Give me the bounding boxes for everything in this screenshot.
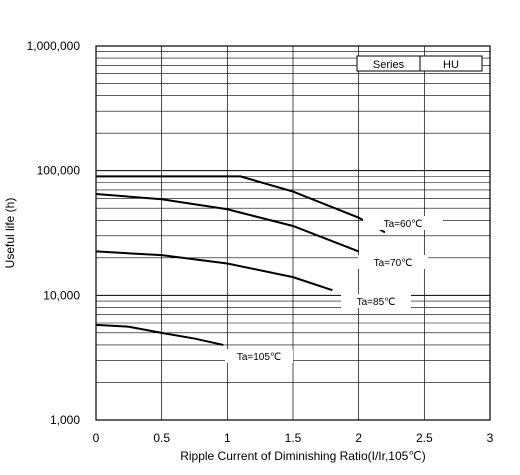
x-axis-label: Ripple Current of Diminishing Ratio(I/Ir…: [180, 449, 426, 463]
series-labels: Ta=60℃ Ta=70℃ Ta=85℃ Ta=105℃: [225, 216, 443, 363]
x-tick-label: 3: [487, 431, 494, 445]
series-label: Ta=105℃: [237, 352, 281, 363]
y-tick-label: 100,000: [37, 164, 81, 178]
series-label-bg: [225, 349, 293, 363]
plot-frame: [95, 45, 491, 421]
series-label-bg: [363, 216, 443, 230]
grid-lines: [96, 46, 490, 420]
series-line: [95, 250, 333, 292]
x-tick-label: 0: [93, 431, 100, 445]
y-tick-label: 1,000,000: [27, 39, 81, 53]
x-tick-labels: 0 0.5 1 1.5 2 2.5 3: [93, 431, 494, 445]
x-tick-label: 1: [224, 431, 231, 445]
legend-series-label: Series: [373, 59, 405, 71]
series-line: [95, 323, 224, 346]
series-label: Ta=70℃: [374, 258, 413, 269]
y-axis-label: Useful life (h): [3, 198, 17, 269]
series-label-bg: [341, 294, 411, 308]
y-tick-label: 1,000: [50, 413, 80, 427]
x-tick-label: 2.5: [416, 431, 433, 445]
series-label: Ta=85℃: [357, 297, 396, 308]
y-tick-labels: 1,000 10,000 100,000 1,000,000: [27, 39, 81, 427]
series-lines: [95, 175, 386, 346]
series-line: [96, 175, 386, 234]
y-tick-label: 10,000: [43, 288, 80, 302]
series-label: Ta=60℃: [384, 219, 423, 230]
series-line: [95, 192, 360, 253]
x-tick-label: 1.5: [285, 431, 302, 445]
x-tick-label: 2: [355, 431, 362, 445]
legend-series-value: HU: [443, 59, 459, 71]
x-tick-label: 0.5: [153, 431, 170, 445]
series-legend-box: Series HU: [356, 55, 483, 72]
series-label-bg: [358, 255, 428, 269]
